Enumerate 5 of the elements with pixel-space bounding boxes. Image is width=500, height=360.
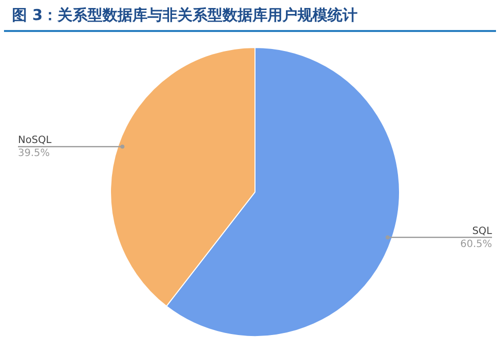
- chart-title: 图 3：关系型数据库与非关系型数据库用户规模统计: [4, 0, 496, 32]
- slice-label: NoSQL: [18, 135, 52, 146]
- data-label: 39.5%: [18, 148, 50, 160]
- slice-label: SQL: [472, 226, 492, 237]
- data-label: 60.5%: [460, 238, 492, 250]
